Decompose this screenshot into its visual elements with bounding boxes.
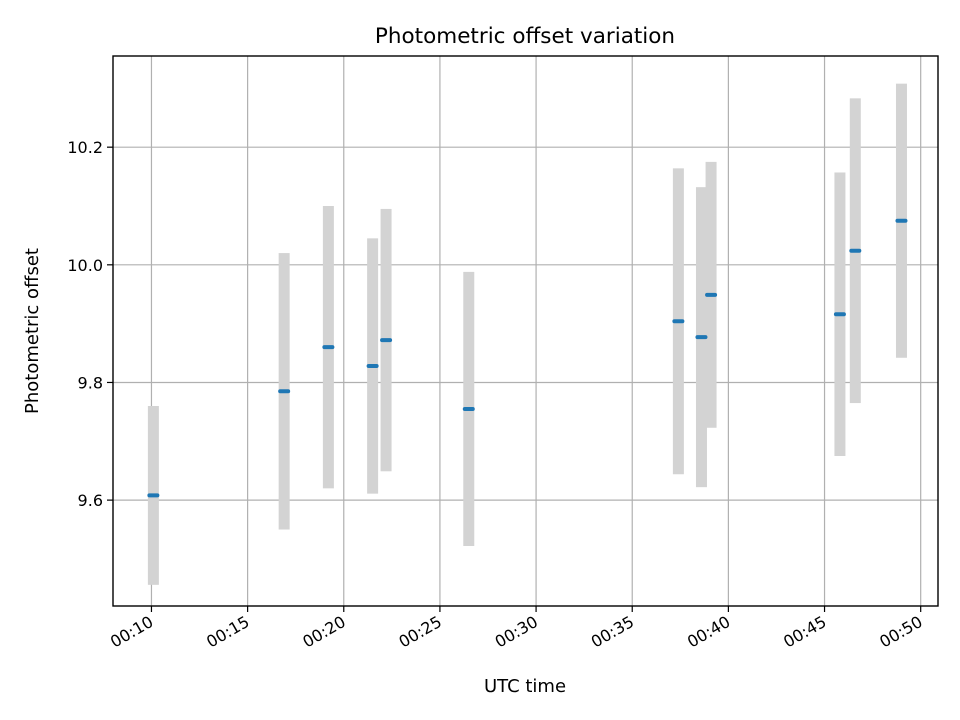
x-axis-label: UTC time <box>484 676 566 697</box>
y-tick-label: 10.2 <box>67 138 103 157</box>
y-tick-label: 9.6 <box>78 491 103 510</box>
data-points <box>147 218 908 498</box>
plot-frame <box>112 55 939 607</box>
y-tick-label: 9.8 <box>78 373 103 392</box>
chart-title: Photometric offset variation <box>375 24 675 49</box>
y-tick-label: 10.0 <box>67 256 103 275</box>
grid <box>113 56 938 606</box>
y-axis-label: Photometric offset <box>22 248 43 414</box>
y-axis-ticks: 9.6 9.8 10.0 10.2 <box>67 138 113 510</box>
